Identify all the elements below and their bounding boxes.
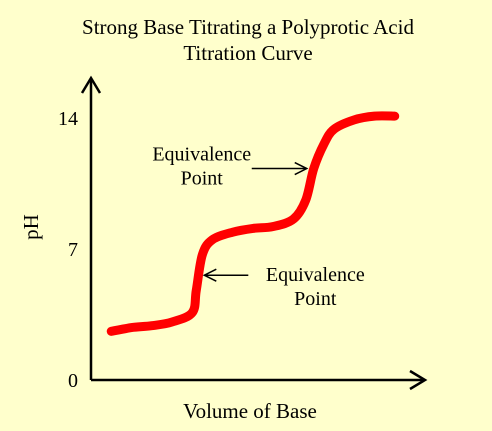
axes bbox=[80, 75, 428, 391]
annotation-arrowhead bbox=[294, 161, 309, 176]
x-axis-label: Volume of Base bbox=[183, 399, 317, 423]
y-tick-label: 0 bbox=[68, 370, 78, 392]
x-axis-arrowhead bbox=[409, 369, 428, 391]
chart-title-line1: Strong Base Titrating a Polyprotic Acid bbox=[82, 15, 414, 39]
series-layer bbox=[106, 111, 400, 336]
y-tick-label: 14 bbox=[58, 108, 78, 130]
chart-title-line2: Titration Curve bbox=[183, 41, 312, 65]
y-axis-arrowhead bbox=[80, 75, 102, 94]
annotation-arrowhead bbox=[202, 268, 217, 282]
y-tick-labels: 0 7 14 bbox=[58, 108, 78, 392]
y-tick-label: 7 bbox=[68, 239, 78, 261]
annotation-label-line2: Point bbox=[181, 168, 224, 190]
annotation-label-line2: Point bbox=[294, 288, 337, 310]
y-axis-label: pH bbox=[19, 214, 43, 240]
titration-curve-line bbox=[106, 111, 400, 336]
annotation-label-line1: Equivalence bbox=[152, 144, 251, 166]
annotation-label-line1: Equivalence bbox=[266, 264, 365, 286]
